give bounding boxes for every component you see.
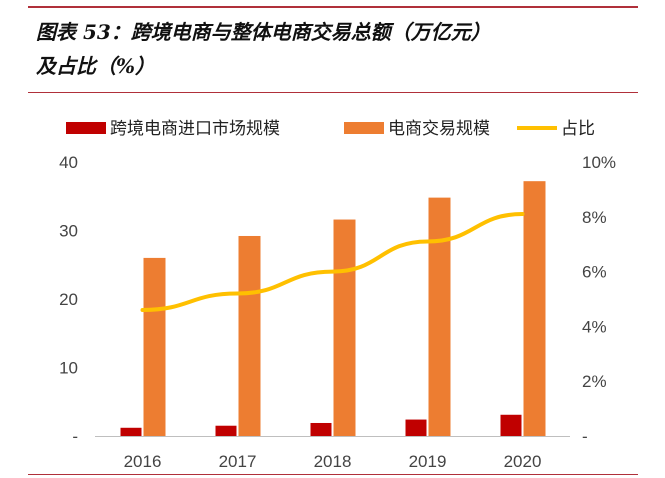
left-tick-label: 10 — [59, 359, 78, 378]
ratio-line-group — [140, 212, 525, 312]
right-tick-label: 10% — [582, 153, 616, 172]
legend: 跨境电商进口市场规模 电商交易规模 占比 — [66, 119, 595, 138]
legend-label: 跨境电商进口市场规模 — [110, 119, 280, 138]
left-tick-label: 20 — [59, 290, 78, 309]
x-axis: 2016 2017 2018 2019 2020 — [95, 436, 570, 471]
chart-title-line-1: 图表 53：跨境电商与整体电商交易总额（万亿元） — [36, 20, 491, 44]
x-tick-label: 2017 — [219, 452, 257, 471]
legend-label: 占比 — [561, 119, 595, 138]
ratio-line — [140, 212, 525, 312]
bar-cross-border-import — [120, 427, 142, 436]
x-tick-label: 2018 — [314, 452, 352, 471]
bar-ecommerce-total — [143, 257, 166, 436]
bar-cross-border-import — [500, 414, 522, 436]
x-tick-label: 2020 — [504, 452, 542, 471]
legend-swatch — [344, 122, 384, 134]
bar-ecommerce-total — [523, 181, 546, 436]
x-tick-label: 2019 — [409, 452, 447, 471]
bar-ecommerce-total — [428, 197, 451, 436]
legend-label: 电商交易规模 — [388, 119, 490, 138]
bar-ecommerce-total — [238, 235, 261, 436]
left-tick-label: 40 — [59, 153, 78, 172]
right-tick-label: 8% — [582, 208, 607, 227]
chart-title-line-2: 及占比（%） — [36, 54, 156, 78]
right-axis: - 2% 4% 6% 8% 10% — [582, 153, 616, 446]
bar-cross-border-import — [405, 419, 427, 436]
right-tick-label: 4% — [582, 317, 607, 336]
legend-swatch — [66, 122, 106, 134]
bar-cross-border-import — [215, 425, 237, 436]
right-tick-label: 6% — [582, 263, 607, 282]
top-rule — [28, 6, 638, 8]
left-tick-label: - — [72, 427, 78, 446]
left-axis: - 10 20 30 40 — [59, 153, 78, 446]
bar-cross-border-import — [310, 422, 332, 436]
bar-ecommerce-total — [333, 219, 356, 436]
right-tick-label: - — [582, 427, 588, 446]
right-tick-label: 2% — [582, 372, 607, 391]
bottom-rule — [28, 474, 638, 475]
bars — [120, 181, 546, 436]
left-tick-label: 30 — [59, 222, 78, 241]
title-rule — [28, 92, 638, 93]
x-tick-label: 2016 — [124, 452, 162, 471]
